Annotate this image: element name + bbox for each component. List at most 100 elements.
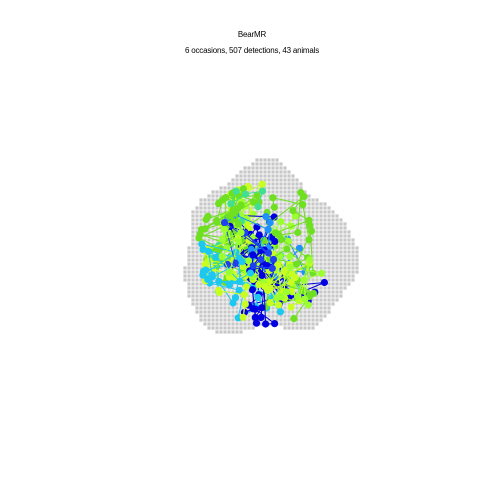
detection-point [228, 210, 237, 218]
detection-point [227, 200, 235, 208]
detection-point [280, 267, 288, 275]
detection-point [276, 308, 284, 316]
detection-point [286, 253, 294, 261]
detection-point [241, 190, 250, 198]
detection-point [320, 278, 328, 287]
detection-point [258, 180, 266, 188]
detection-point [287, 303, 295, 311]
detection-point [225, 268, 233, 276]
detection-point [253, 192, 261, 200]
animal-track [220, 219, 278, 272]
detection-point [237, 229, 245, 237]
detection-point [235, 254, 243, 262]
detection-point [199, 271, 207, 279]
detection-point [220, 225, 228, 234]
detection-point [239, 313, 247, 321]
detection-point [262, 213, 270, 221]
animal-track [218, 225, 245, 276]
detection-point [248, 286, 256, 294]
detection-point [306, 222, 314, 230]
detection-point [266, 285, 274, 293]
detection-point [306, 291, 314, 299]
detection-point [294, 292, 302, 300]
detection-point [245, 257, 253, 265]
detection-point [232, 187, 240, 195]
detection-point [252, 319, 261, 327]
animal-track [266, 189, 313, 244]
detection-point [249, 251, 257, 259]
detection-point [222, 194, 230, 202]
detection-point [220, 219, 229, 227]
detection-point [249, 305, 257, 313]
detection-point [287, 278, 295, 286]
detection-point [268, 264, 276, 272]
detection-point [295, 244, 303, 252]
detection-point [271, 320, 279, 328]
detection-point [270, 203, 278, 211]
detection-point [289, 207, 297, 215]
detection-point [218, 235, 226, 243]
detection-point [236, 277, 244, 286]
detection-point [300, 276, 308, 284]
detection-point [234, 220, 242, 228]
detection-point [290, 315, 298, 323]
detection-point [277, 293, 285, 301]
detection-point [257, 313, 265, 322]
detection-point [229, 299, 237, 307]
detection-point [201, 260, 209, 268]
detection-point [258, 271, 266, 279]
detection-point [304, 301, 312, 309]
detection-point [240, 291, 248, 299]
detection-point [232, 248, 240, 256]
detection-point [294, 228, 302, 237]
detection-point [307, 227, 316, 235]
detection-point [261, 282, 269, 290]
detection-point [225, 281, 234, 289]
detection-point [258, 304, 266, 312]
detection-point [301, 295, 309, 303]
detection-point [254, 293, 262, 301]
detection-point [305, 256, 314, 264]
detection-point [277, 235, 285, 244]
detection-point [215, 200, 223, 208]
detection-point [223, 260, 232, 269]
plot-title: BearMR [237, 30, 267, 39]
animal-track [227, 187, 267, 211]
detection-point [241, 300, 249, 308]
plot-subtitle: 6 occasions, 507 detections, 43 animals [184, 46, 320, 55]
detection-point [274, 301, 283, 309]
detection-point [262, 320, 270, 328]
detection-point [235, 286, 243, 294]
detection-point [264, 225, 272, 233]
detection-point [204, 275, 212, 283]
detection-point [246, 269, 255, 277]
detection-point [231, 259, 239, 267]
detection-point [269, 194, 277, 202]
detection-point [299, 201, 307, 209]
detection-point [266, 219, 274, 227]
detection-point [317, 269, 326, 277]
detection-point [249, 198, 258, 206]
detection-point [247, 245, 255, 253]
animal-track [198, 240, 246, 286]
detection-point [273, 261, 282, 269]
detection-point [255, 231, 263, 239]
detection-point [234, 237, 243, 246]
detection-point [215, 287, 223, 295]
detection-point [199, 245, 207, 253]
detection-point [286, 263, 294, 271]
detection-point [266, 299, 274, 307]
detection-point [292, 260, 301, 268]
detection-point [204, 247, 213, 255]
detection-point [249, 262, 257, 270]
detection-point [277, 218, 285, 226]
detection-point [264, 249, 273, 257]
detection-point [297, 189, 305, 197]
detection-point [254, 203, 262, 211]
animal-track [273, 256, 326, 309]
detection-point [208, 271, 216, 279]
detection-point [257, 256, 265, 264]
detection-point [288, 270, 296, 278]
detection-point [212, 253, 220, 261]
